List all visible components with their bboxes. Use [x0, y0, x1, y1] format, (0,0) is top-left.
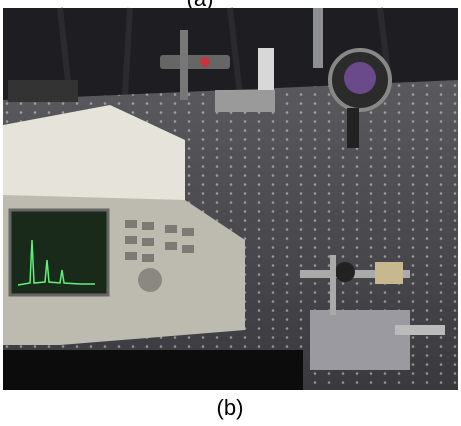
top-caption: (a) — [187, 0, 214, 11]
caption: (b) — [217, 395, 244, 420]
photo — [3, 7, 458, 390]
